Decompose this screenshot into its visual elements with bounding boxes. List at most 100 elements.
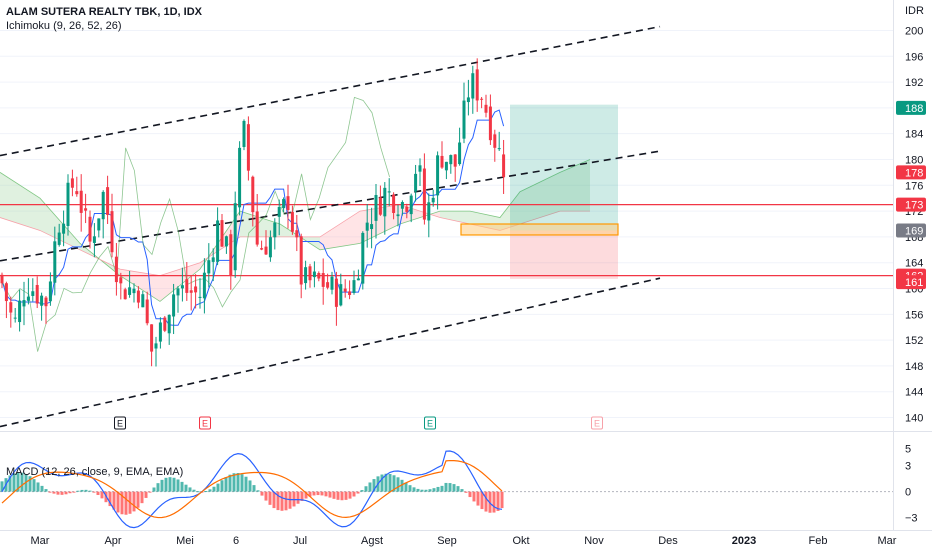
macd-histogram-bar-55 [220,480,224,492]
macd-histogram-bar-102 [408,485,412,492]
macd-histogram-bar-110 [440,485,444,492]
candle-body-82 [361,232,365,284]
candle-body-57 [251,176,255,213]
earnings-marker-1 [199,416,211,430]
candle-body-19 [84,208,88,211]
macd-histogram-bar-0 [0,481,4,492]
macd-histogram-bar-4 [16,472,20,492]
price-tick-15: 140 [905,413,923,425]
macd-legend[interactable]: MACD (12, 26, close, 9, EMA, EMA) [6,466,184,478]
macd-histogram-bar-60 [240,474,244,492]
long-position-tool[interactable] [460,104,619,279]
macd-histogram-bar-17 [68,491,72,494]
macd-histogram-bar-49 [196,491,200,493]
macd-histogram-bar-123 [492,491,496,513]
candle-body-39 [172,294,176,317]
macd-histogram-bar-37 [148,491,152,493]
price-tag-label-3: 169 [905,225,923,237]
macd-histogram-bar-113 [452,484,456,492]
candle-body-59 [260,248,264,250]
macd-histogram-bar-125 [500,491,504,509]
candle-body-56 [246,124,250,171]
candle-body-50 [220,220,224,247]
macd-histogram-bar-58 [232,473,236,492]
macd-histogram-bar-14 [56,491,60,495]
candle-body-41 [180,285,184,289]
candle-body-0 [0,274,4,284]
price-tag-label-1: 178 [905,167,923,179]
position-target-zone [510,104,618,231]
earnings-marker-label-3: E [594,419,600,429]
macd-histogram-bar-2 [8,475,12,492]
macd-tick-0: 5 [905,443,911,455]
macd-histogram-bar-5 [20,472,24,492]
macd-histogram-bar-116 [464,491,468,493]
macd-histogram-bar-101 [404,482,408,492]
candle-body-48 [211,257,215,262]
macd-histogram-bar-96 [384,473,388,492]
price-tick-11: 156 [905,309,923,321]
time-tick-3: 6 [233,535,239,547]
candle-body-73 [321,273,325,287]
candle-body-21 [92,236,96,243]
price-tag-3: 169 [896,223,926,238]
macd-histogram-bar-18 [72,491,76,493]
candle-body-4 [18,300,22,323]
candle-body-60 [264,246,268,255]
macd-histogram-bar-90 [360,490,364,492]
macd-tick-2: 0 [905,487,911,499]
price-tag-bg-5 [896,275,926,290]
macd-histogram-bar-82 [328,491,332,498]
candle-body-10 [44,297,48,307]
candle-body-94 [414,173,418,192]
macd-histogram-bar-45 [180,481,184,492]
candle-body-66 [290,211,294,232]
position-stop-zone [510,230,618,279]
ichimoku-legend[interactable]: Ichimoku (9, 26, 52, 26) [6,20,122,32]
cloud-bear-4 [160,262,200,302]
macd-histogram-bar-97 [388,474,392,492]
macd-histogram-bar-40 [160,479,164,492]
price-tick-6: 176 [905,180,923,192]
macd-histogram-bar-73 [292,491,296,507]
candle-body-15 [66,182,70,226]
candle-body-71 [312,271,316,278]
macd-histogram-bar-88 [352,491,356,497]
candle-body-11 [48,281,52,302]
trend-channel[interactable] [0,25,661,428]
macd-histogram-bar-70 [280,491,284,511]
candle-body-83 [365,222,369,231]
macd-histogram-bar-86 [344,491,348,500]
candle-body-55 [242,120,246,147]
candle-body-65 [286,196,290,210]
price-tick-0: 200 [905,25,923,37]
price-tags: 188178173169162161 [896,100,926,290]
macd-histogram-bar-67 [268,491,272,505]
macd-histogram-bar-66 [264,491,268,501]
candle-body-95 [418,165,422,172]
time-tick-11: Feb [809,535,828,547]
price-axis[interactable]: 2001961921881841801761721681641601561521… [905,5,924,525]
price-tag-bg-0 [896,100,926,115]
macd-histogram-bar-25 [100,491,104,499]
candles [0,58,506,367]
channel-upper-line [0,25,661,157]
candle-body-22 [97,218,101,231]
macd-histogram-bar-71 [284,491,288,511]
candle-body-106 [466,97,470,103]
price-tick-5: 180 [905,154,923,166]
macd-histogram-bar-61 [244,476,248,492]
candle-body-45 [198,296,202,298]
candle-body-107 [471,73,475,99]
macd-histogram-bar-53 [212,486,216,492]
time-axis[interactable]: Mar Apr Mei 6 Jul Agst Sep Okt Nov Des 2023 Feb Mar [31,535,897,547]
price-tag-bg-3 [896,223,926,238]
macd-histogram-bar-16 [64,491,68,495]
candle-body-74 [326,282,330,288]
candle-body-2 [9,302,13,313]
candle-body-79 [348,291,352,296]
candle-body-52 [229,234,233,276]
candle-body-108 [475,69,479,101]
